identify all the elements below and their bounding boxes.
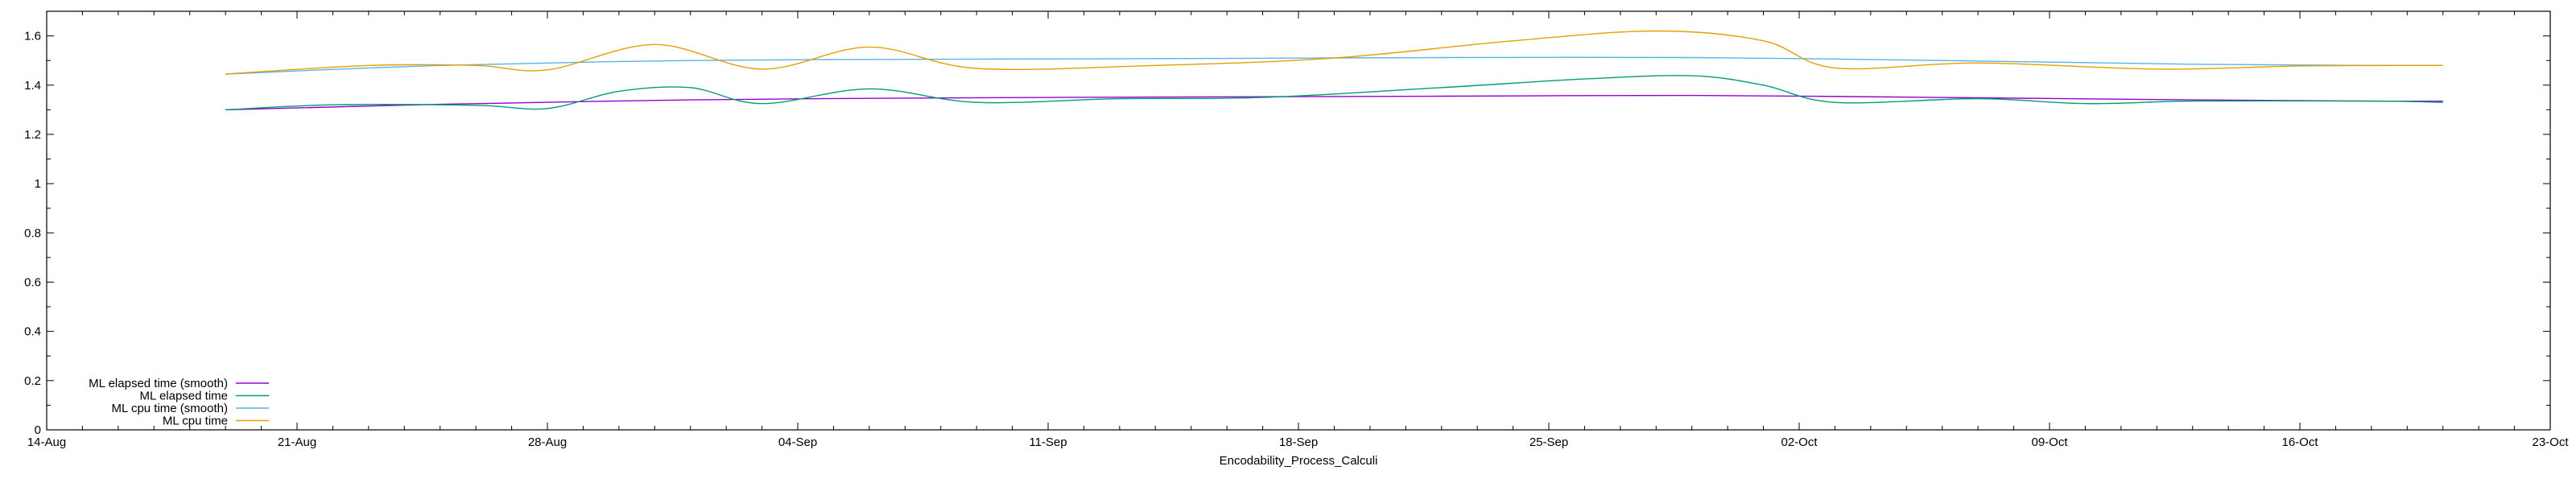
x-tick-label: 11-Sep xyxy=(1029,435,1067,449)
x-tick-label: 25-Sep xyxy=(1530,435,1568,449)
series-line-3 xyxy=(225,56,2443,75)
y-tick-label: 1 xyxy=(35,177,41,191)
x-tick-label: 21-Aug xyxy=(278,435,316,449)
plot-frame xyxy=(46,10,2551,431)
series-line-4 xyxy=(225,30,2443,75)
x-tick-label: 04-Sep xyxy=(778,435,817,449)
y-tick-label: 0.6 xyxy=(24,275,41,289)
y-tick-label: 1.6 xyxy=(24,30,41,43)
x-tick-label: 09-Oct xyxy=(2031,435,2068,449)
x-tick-label: 14-Aug xyxy=(27,435,66,449)
series-layer xyxy=(225,30,2443,111)
y-tick-label: 0.2 xyxy=(24,374,41,388)
series-line-1 xyxy=(225,94,2443,111)
legend-label: ML cpu time (smooth) xyxy=(112,402,229,415)
x-tick-label: 16-Oct xyxy=(2281,435,2318,449)
y-tick-label: 0 xyxy=(35,423,41,437)
y-tick-label: 1.4 xyxy=(24,79,41,93)
legend-label: ML elapsed time (smooth) xyxy=(89,377,228,390)
series-line-2 xyxy=(225,75,2443,111)
y-tick-label: 1.2 xyxy=(24,128,41,142)
legend: ML elapsed time (smooth)ML elapsed timeM… xyxy=(89,377,269,428)
x-tick-label: 23-Oct xyxy=(2532,435,2569,449)
x-tick-label: 18-Sep xyxy=(1279,435,1318,449)
x-axis-title: Encodability_Process_Calculi xyxy=(1220,454,1378,468)
y-axis: 0 0.2 0.4 0.6 0.8 1 1.2 1.4 1.6 xyxy=(24,10,2550,437)
x-tick-label: 02-Oct xyxy=(1781,435,1818,449)
legend-label: ML cpu time xyxy=(163,415,228,428)
y-tick-label: 0.8 xyxy=(24,226,41,240)
x-axis: 14-Aug 21-Aug 28-Aug 04-Sep 11-Sep 18-Sep 25-S… xyxy=(27,11,2569,449)
y-tick-label: 0.4 xyxy=(24,325,41,339)
x-tick-label: 28-Aug xyxy=(528,435,567,449)
legend-label: ML elapsed time xyxy=(140,390,229,403)
